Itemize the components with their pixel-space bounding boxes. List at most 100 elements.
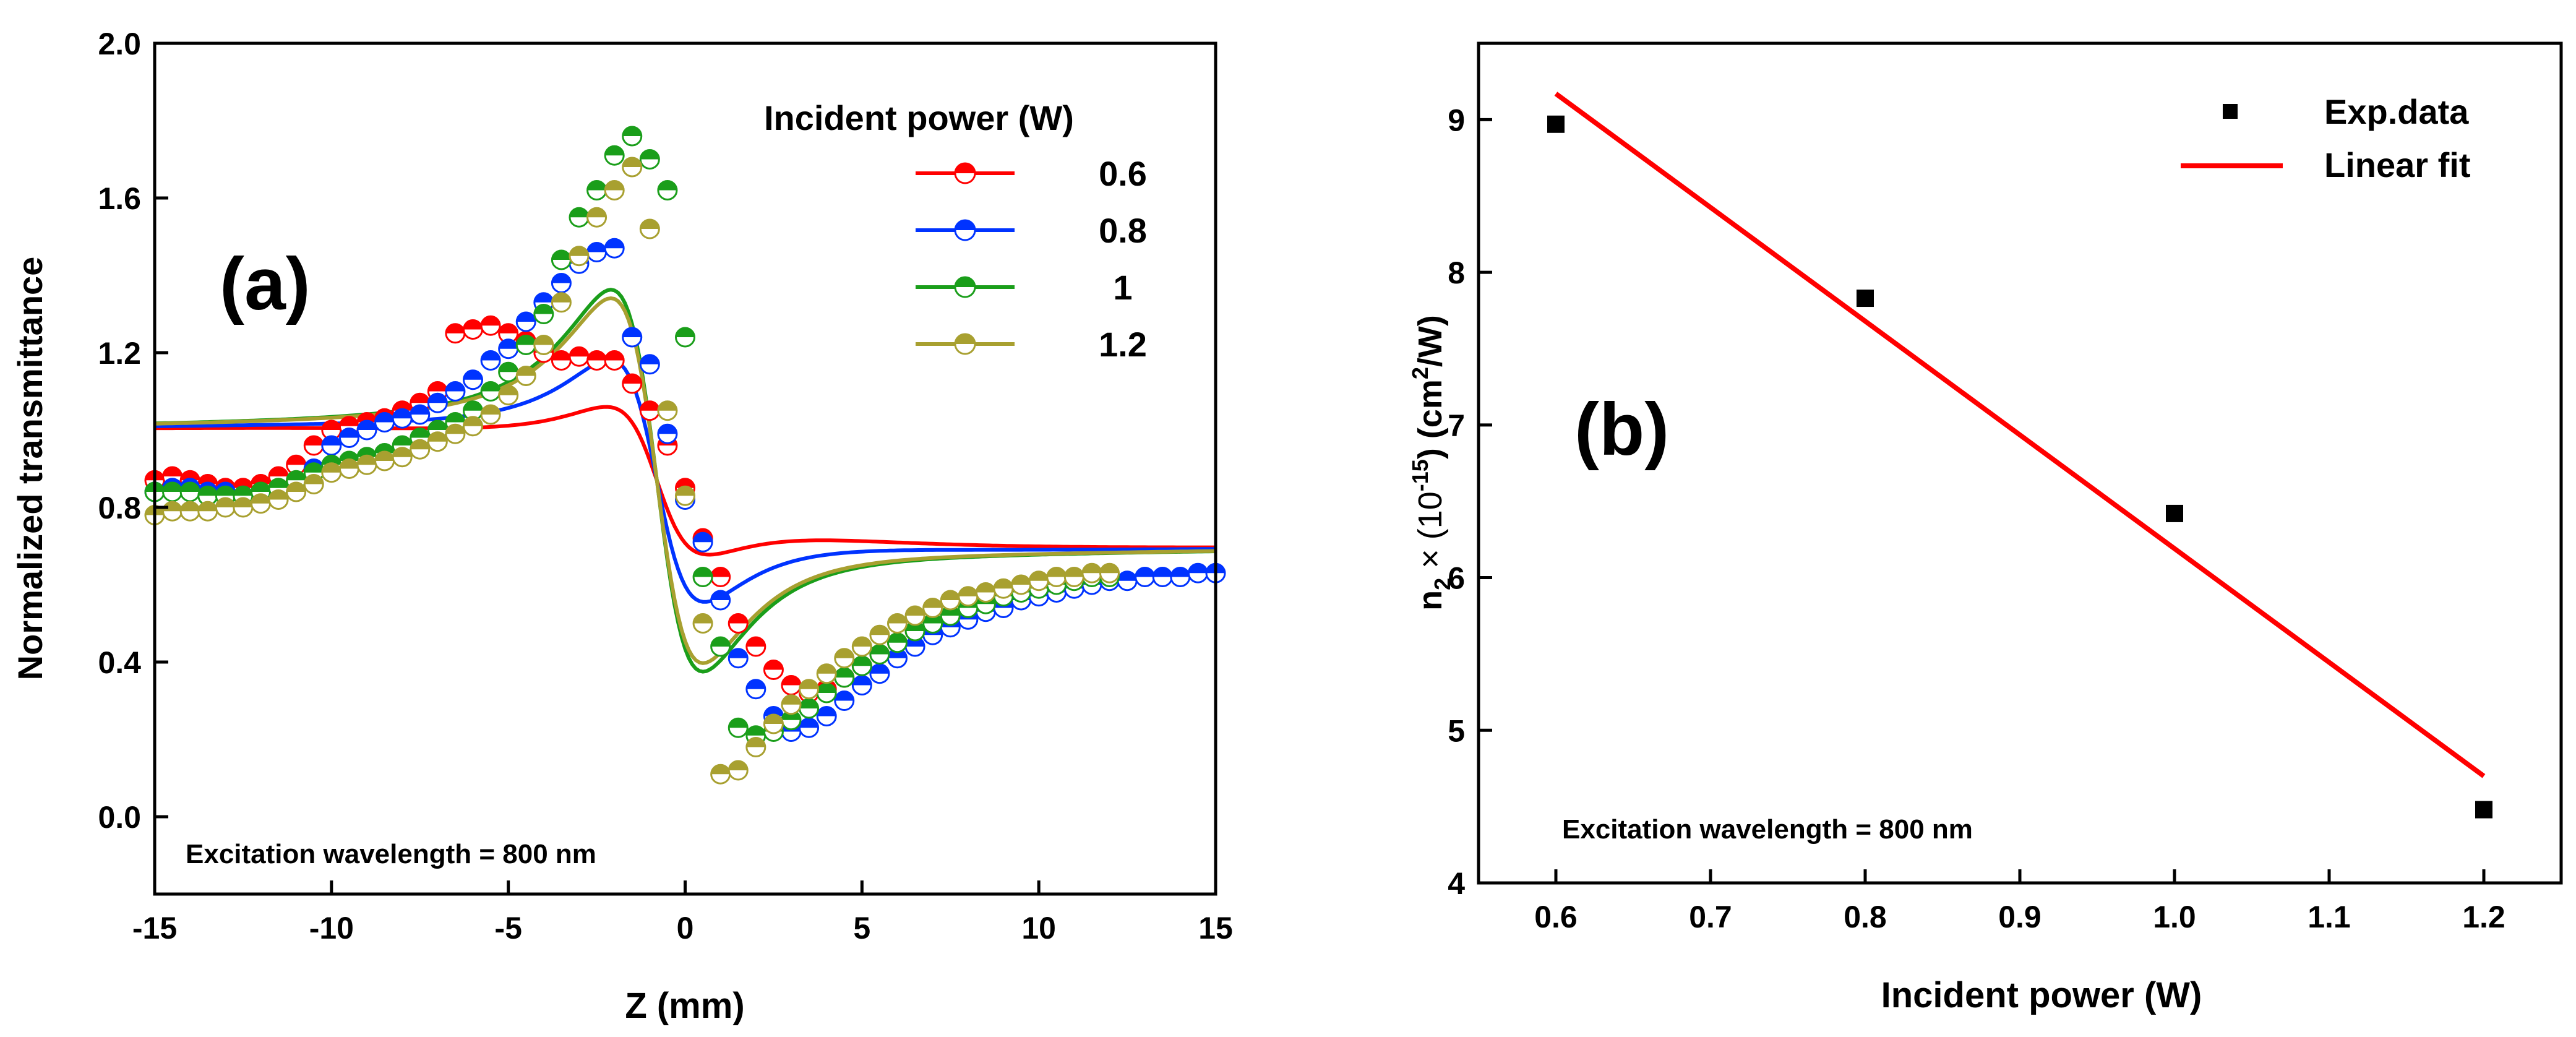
a-x-tick-label: 10 [1021,911,1056,945]
a-point-0.8 [639,354,660,375]
a-point-1.2 [869,624,890,645]
a-point-1 [851,655,872,676]
b-x-tick-label: 0.6 [1534,900,1578,934]
a-point-0.8 [799,717,820,738]
b-x-tick-label: 0.9 [1998,900,2041,934]
a-point-1 [657,180,678,200]
a-x-tick-label: 5 [853,911,870,945]
b-ylabel-n: n [1412,590,1449,611]
a-point-1.2 [657,400,678,421]
a-y-tick-label: 0.4 [98,645,141,680]
a-point-1 [728,717,749,738]
a-point-1.2 [303,474,324,494]
a-point-0.8 [1152,567,1173,587]
a-point-1.2 [958,586,979,607]
a-point-0.8 [551,273,572,293]
a-y-axis-label: Normalized transmittance [11,257,49,681]
a-point-1.2 [162,501,183,522]
b-legend-fit-label: Linear fit [2324,145,2470,184]
a-point-0.6 [303,435,324,456]
a-legend-marker-fill [955,277,975,287]
a-point-0.8 [515,311,536,332]
a-point-1.2 [710,764,731,785]
a-point-0.8 [321,435,342,456]
b-y-tick-label: 8 [1448,256,1465,290]
b-y-tick-label: 6 [1448,561,1465,596]
a-legend-label-0.8: 0.8 [1099,211,1147,250]
a-point-0.8 [498,338,519,359]
a-point-0.8 [1170,567,1191,587]
a-point-0.6 [286,454,307,475]
b-legend-exp-marker [2223,104,2238,119]
a-point-0.8 [834,691,855,711]
a-point-1.2 [728,760,749,781]
a-point-1.2 [622,157,643,178]
a-point-1 [675,327,695,348]
a-point-0.8 [1135,567,1156,587]
a-legend-label-1.2: 1.2 [1099,325,1147,364]
a-point-1.2 [569,246,590,267]
b-ylabel-mid: × (10 [1412,491,1449,578]
a-point-1.2 [286,481,307,502]
a-point-1.2 [463,416,483,437]
a-legend-label-1: 1 [1113,268,1132,307]
a-point-0.8 [692,531,713,553]
a-point-1 [515,335,536,355]
a-point-0.6 [763,660,784,680]
a-legend-marker-fill [955,220,975,230]
a-point-1 [480,381,501,402]
a-point-0.8 [816,706,837,726]
a-y-ticks: 0.0 0.4 0.8 1.2 1.6 2.0 [98,27,168,835]
a-point-1.2 [356,454,377,475]
a-point-0.8 [622,327,643,348]
a-point-1.2 [586,207,608,228]
a-legend-items: 0.6 0.8 1 1.2 [916,154,1147,364]
a-point-0.6 [781,675,802,695]
a-point-1 [498,361,519,382]
a-point-0.6 [639,400,660,421]
a-point-0.8 [445,381,466,402]
b-exp-point [2166,504,2183,522]
a-point-0.8 [392,408,413,429]
a-point-1.2 [268,489,289,510]
b-y-tick-label: 7 [1448,408,1465,443]
a-point-0.6 [745,636,766,657]
a-legend-marker-fill [955,334,975,344]
b-exp-point [2475,801,2492,819]
a-point-1.2 [922,598,943,618]
a-point-0.6 [728,613,749,634]
a-legend: Incident power (W) 0.6 0.8 1 1.2 [764,98,1147,364]
a-y-tick-label: 0.0 [98,800,141,835]
a-point-0.8 [480,350,501,371]
a-point-0.6 [710,567,731,587]
b-ylabel-mid2: ) (cm [1412,379,1449,459]
a-point-1 [816,682,837,704]
b-x-tick-label: 0.7 [1689,900,1732,934]
a-point-1.2 [251,493,271,514]
a-point-1.2 [604,180,625,200]
b-data-marks [1547,92,2492,819]
panel-a: -15 -10 -5 0 5 10 15 0.0 0.4 0.8 1.2 1.6 2.0 (a) Ex… [11,27,1233,1026]
a-point-1.2 [639,218,660,239]
a-point-1.2 [480,404,501,425]
a-point-1.2 [338,458,359,479]
a-point-0.8 [338,428,359,448]
a-point-1.2 [533,335,554,355]
b-legend-exp-label: Exp.data [2324,92,2469,131]
a-legend-title: Incident power (W) [764,98,1074,137]
panel-b: 0.6 0.7 0.8 0.9 1.0 1.1 1.2 4 5 6 7 8 9 (b) Excitat… [1407,41,2563,1015]
a-point-1.2 [1046,567,1067,587]
a-point-1.2 [321,462,342,483]
a-point-0.6 [569,346,590,367]
a-point-0.8 [728,648,749,669]
b-linear-fit-line [1554,92,2486,778]
b-y-ticks: 4 5 6 7 8 9 [1448,103,1492,901]
a-x-tick-label: -10 [309,911,354,945]
a-point-0.8 [356,420,377,441]
a-point-1.2 [781,694,802,715]
a-point-1.2 [1099,562,1120,583]
a-point-0.6 [622,373,643,394]
a-point-0.8 [745,679,766,700]
a-point-1.2 [1028,570,1049,592]
a-point-1.2 [551,292,572,313]
